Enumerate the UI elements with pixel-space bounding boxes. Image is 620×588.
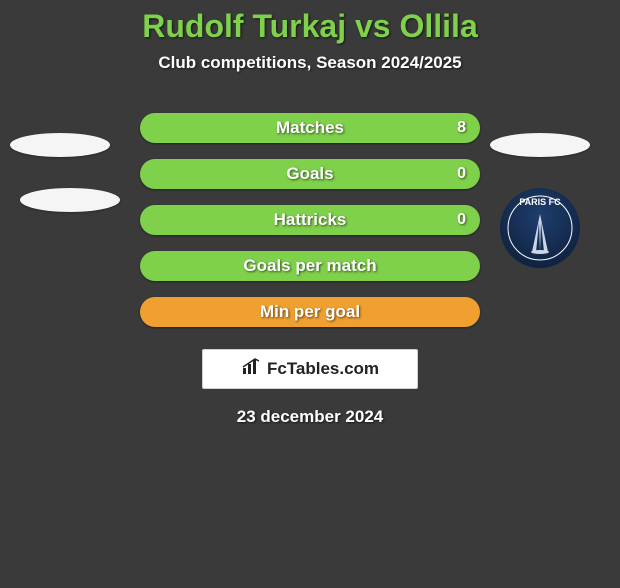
subtitle: Club competitions, Season 2024/2025	[0, 53, 620, 73]
stat-value-right: 0	[457, 211, 466, 229]
stat-value-right: 0	[457, 165, 466, 183]
club-badge-right: PARIS FC	[500, 188, 580, 268]
stat-value-right: 8	[457, 119, 466, 137]
page-title: Rudolf Turkaj vs Ollila	[0, 8, 620, 45]
brand-text: FcTables.com	[267, 359, 379, 379]
right-ellipse	[490, 133, 590, 157]
date-text: 23 december 2024	[0, 407, 620, 427]
brand-attribution: FcTables.com	[202, 349, 418, 389]
stat-label: Min per goal	[140, 302, 480, 322]
stat-label: Goals	[140, 164, 480, 184]
stat-label: Matches	[140, 118, 480, 138]
stat-bar: Hattricks0	[140, 205, 480, 235]
stat-bar: Matches8	[140, 113, 480, 143]
brand-chart-icon	[241, 358, 263, 381]
stat-label: Goals per match	[140, 256, 480, 276]
left-ellipse-1	[20, 188, 120, 212]
stat-bar: Min per goal	[140, 297, 480, 327]
stat-label: Hattricks	[140, 210, 480, 230]
svg-text:PARIS FC: PARIS FC	[519, 197, 561, 207]
stat-bar: Goals0	[140, 159, 480, 189]
left-ellipse-0	[10, 133, 110, 157]
stat-bar: Goals per match	[140, 251, 480, 281]
